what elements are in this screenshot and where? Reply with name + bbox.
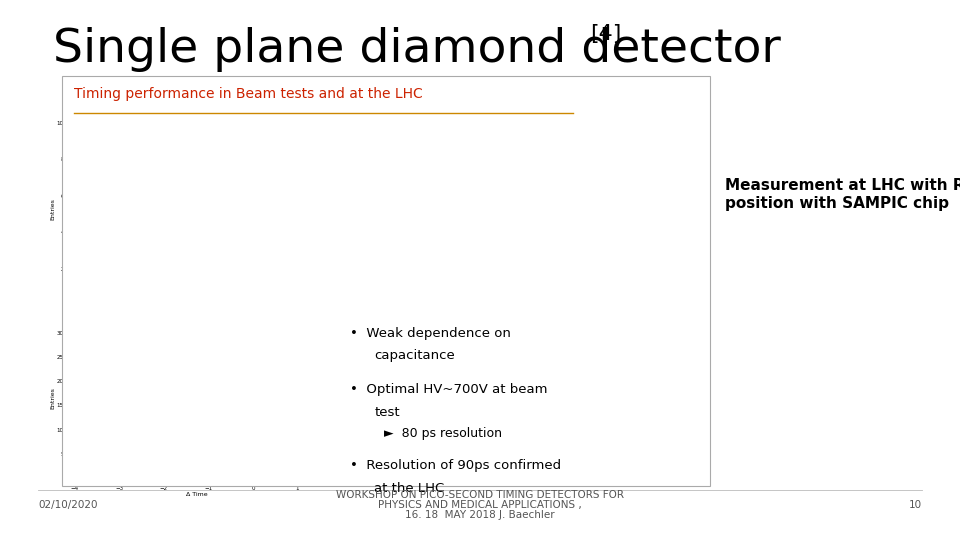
Text: Measurement at LHC with RP in parking
position with SAMPIC chip: Measurement at LHC with RP in parking po… xyxy=(725,178,960,211)
Text: Resolution at
LHC (500V):
  σ = 91 ps: Resolution at LHC (500V): σ = 91 ps xyxy=(80,327,139,356)
Text: capacitance: capacitance xyxy=(374,349,455,362)
Text: PHYSICS AND MEDICAL APPLICATIONS ,: PHYSICS AND MEDICAL APPLICATIONS , xyxy=(378,500,582,510)
Y-axis label: Entries: Entries xyxy=(50,198,56,220)
Text: [4]: [4] xyxy=(590,24,622,44)
Text: test: test xyxy=(374,406,400,419)
Text: •  Resolution of 90ps confirmed: • Resolution of 90ps confirmed xyxy=(350,459,562,472)
Text: WORKSHOP ON PICO-SECOND TIMING DETECTORS FOR: WORKSHOP ON PICO-SECOND TIMING DETECTORS… xyxy=(336,490,624,500)
Text: Entries       39635
χ²/ndf    160.9 e+197
Prob             1.0644
Mean    0.0605: Entries 39635 χ²/ndf 160.9 e+197 Prob 1.… xyxy=(217,116,274,138)
Y-axis label: Entries: Entries xyxy=(50,387,56,409)
X-axis label: Δ Time: Δ Time xyxy=(186,492,208,497)
Text: •  Optimal HV~700V at beam: • Optimal HV~700V at beam xyxy=(350,383,548,396)
X-axis label: ΔT [ns]: ΔT [ns] xyxy=(186,319,208,324)
Text: Resolution at
beam test
σ₁ ~ 80 ps
After deconvolution: Resolution at beam test σ₁ ~ 80 ps After… xyxy=(84,186,174,226)
Text: 16. 18  MAY 2018 J. Baechler: 16. 18 MAY 2018 J. Baechler xyxy=(405,510,555,519)
Y-axis label: σ₁ [ps]: σ₁ [ps] xyxy=(316,199,322,220)
Text: Entries       1600
Mean      0.03500
RMS        1.1540
χ² / ndf    41 / 4.25
Pro: Entries 1600 Mean 0.03500 RMS 1.1540 χ² … xyxy=(217,320,278,352)
Text: at the LHC: at the LHC xyxy=(374,482,444,495)
Text: Single plane diamond detector: Single plane diamond detector xyxy=(53,27,796,72)
Text: •  Weak dependence on: • Weak dependence on xyxy=(350,327,512,340)
Text: ►  80 ps resolution: ► 80 ps resolution xyxy=(384,427,502,440)
Text: Timing performance in Beam tests and at the LHC: Timing performance in Beam tests and at … xyxy=(74,87,422,102)
Text: 10: 10 xyxy=(908,500,922,510)
Text: 02/10/2020: 02/10/2020 xyxy=(38,500,98,510)
